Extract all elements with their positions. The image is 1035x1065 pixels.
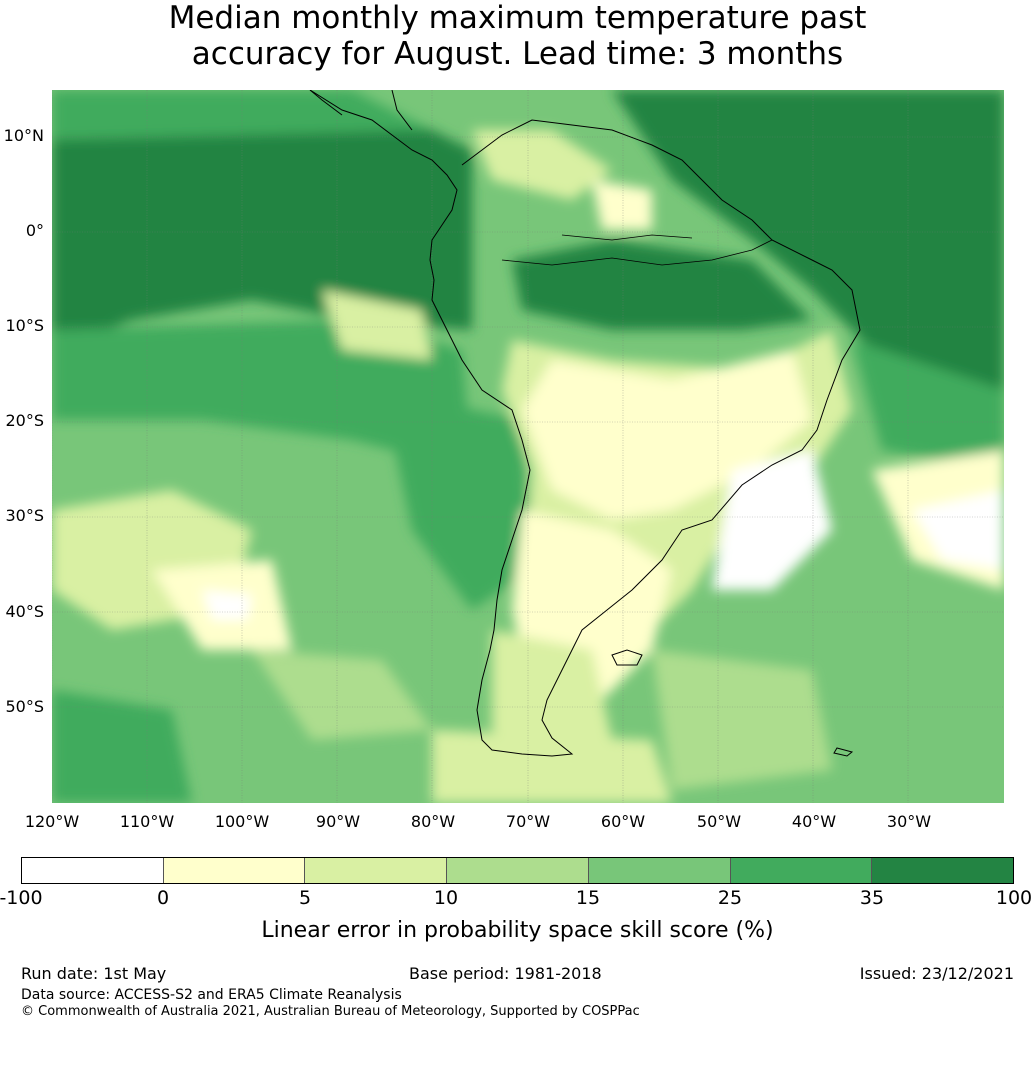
colorbar-segment-3: [447, 858, 589, 883]
skill-region-galapagos-pale: [322, 290, 432, 360]
colorbar-tick: 25: [717, 887, 743, 909]
run-date: Run date: 1st May: [21, 964, 167, 983]
colorbar-segment-5: [730, 858, 873, 883]
lon-label-110w: 110°W: [119, 812, 175, 831]
lon-label-80w: 80°W: [410, 812, 456, 831]
chart-title: Median monthly maximum temperature past …: [0, 0, 1035, 72]
colorbar-segment-4: [588, 858, 731, 883]
colorbar-tick: 0: [156, 887, 170, 909]
data-source: Data source: ACCESS-S2 and ERA5 Climate …: [21, 987, 402, 1003]
lat-label-40s: 40°S: [5, 602, 44, 621]
lat-label-10n: 10°N: [3, 126, 44, 145]
colorbar-tick: 35: [859, 887, 885, 909]
lat-label-30s: 30°S: [5, 506, 44, 525]
lat-label-20s: 20°S: [5, 411, 44, 430]
skill-region-atlantic-north: [612, 90, 1004, 390]
lon-label-120w: 120°W: [24, 812, 80, 831]
lon-label-50w: 50°W: [696, 812, 742, 831]
colorbar: [21, 857, 1014, 884]
colorbar-tick: 5: [298, 887, 312, 909]
skill-score-map: [52, 90, 1004, 803]
skill-region-atlantic-east: [852, 340, 1004, 470]
coastline: [309, 90, 861, 757]
colorbar-tick: 10: [433, 887, 459, 909]
title-line-1: Median monthly maximum temperature past: [168, 0, 867, 36]
lon-label-40w: 40°W: [791, 812, 837, 831]
colorbar-segment-2: [305, 858, 448, 883]
colorbar-tick: 100: [995, 887, 1033, 909]
lon-label-100w: 100°W: [214, 812, 270, 831]
rivers: [501, 234, 773, 266]
colorbar-label: Linear error in probability space skill …: [261, 918, 774, 943]
title-line-2: accuracy for August. Lead time: 3 months: [191, 36, 844, 72]
lon-label-90w: 90°W: [315, 812, 361, 831]
lat-label-0: 0°: [25, 221, 44, 240]
lat-label-10s: 10°S: [5, 316, 44, 335]
lat-label-50s: 50°S: [5, 697, 44, 716]
base-period: Base period: 1981-2018: [409, 964, 602, 983]
lon-label-30w: 30°W: [886, 812, 932, 831]
skill-region-brazil-pale: [522, 350, 812, 520]
skill-region-amazon: [512, 240, 812, 330]
colorbar-tick: 15: [575, 887, 601, 909]
skill-region-southwest: [52, 690, 192, 803]
skill-region-guiana-light: [592, 180, 652, 230]
colorbar-tick: -100: [0, 887, 43, 909]
skill-region-north-pale: [472, 130, 612, 200]
skill-region-south-pacific-pale: [252, 650, 432, 740]
lon-label-60w: 60°W: [600, 812, 646, 831]
colorbar-segment-0: [22, 858, 164, 883]
skill-region-south-atlantic-pale: [652, 650, 832, 790]
issued-date: Issued: 23/12/2021: [859, 964, 1014, 983]
colorbar-segment-6: [872, 858, 1014, 883]
copyright: © Commonwealth of Australia 2021, Austra…: [21, 1004, 640, 1019]
skill-region-atlantic-white: [912, 490, 1004, 570]
skill-region-chile-coast: [382, 390, 532, 610]
colorbar-segment-1: [163, 858, 306, 883]
lon-label-70w: 70°W: [505, 812, 551, 831]
skill-region-pacific-north: [52, 130, 472, 350]
skill-region-pacific-white: [202, 590, 252, 620]
graticule: [52, 90, 1004, 803]
skill-region-south-pale: [432, 730, 672, 803]
skill-region-pacific-band: [52, 320, 472, 470]
